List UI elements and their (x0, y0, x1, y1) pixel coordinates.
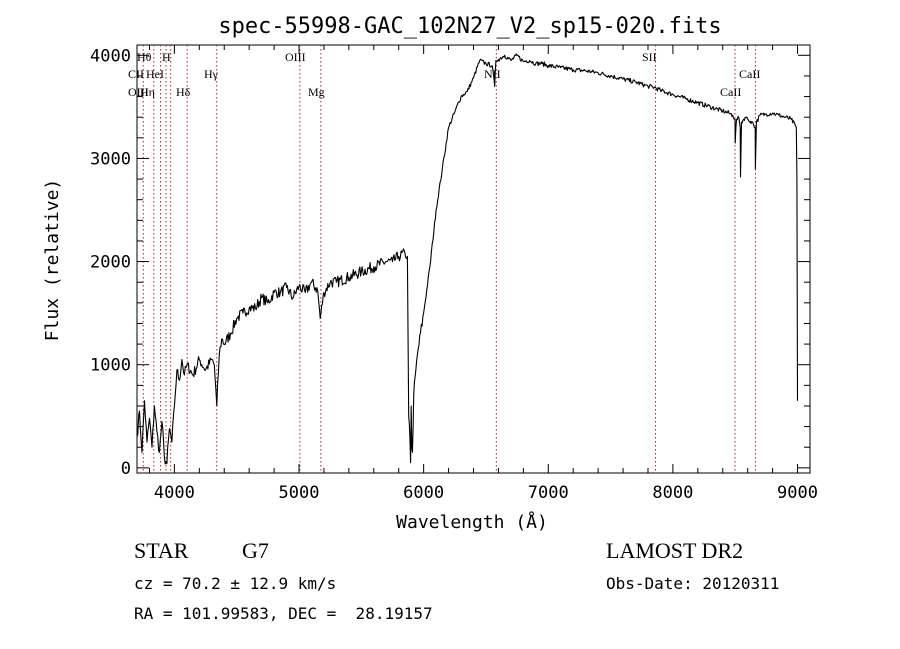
spectral-line-label: CaII (739, 67, 760, 81)
line-markers (142, 45, 756, 473)
spectral-line-label: SII (642, 50, 657, 64)
y-tick-label: 1000 (90, 356, 131, 376)
object-subclass: G7 (242, 538, 269, 563)
spectral-line-label: NII (484, 67, 501, 81)
axes: 4000 5000 6000 7000 8000 9000 0 1000 2000 3000 400… (90, 45, 818, 503)
x-tick-label: 5000 (279, 483, 320, 503)
spectral-line-label: Hη (140, 85, 155, 99)
spectral-line-label: Hγ (204, 67, 219, 81)
spectral-line-label: CII (128, 67, 144, 81)
x-axis-label: Wavelength (Å) (396, 511, 548, 533)
spectral-line-label: Mg (308, 85, 325, 99)
y-tick-label: 3000 (90, 149, 131, 169)
observation-date: Obs-Date: 20120311 (606, 574, 779, 593)
object-class: STAR (134, 538, 189, 563)
spectral-line-label: HeI (146, 67, 164, 81)
spectral-line-label: Hθ (137, 50, 152, 64)
y-tick-label: 0 (121, 459, 131, 479)
spectral-line-label: Hδ (176, 85, 191, 99)
x-tick-label: 6000 (403, 483, 444, 503)
chart-title: spec-55998-GAC_102N27_V2_sp15-020.fits (218, 14, 721, 39)
y-tick-label: 2000 (90, 253, 131, 273)
x-tick-label: 4000 (154, 483, 195, 503)
x-tick-label: 7000 (528, 483, 569, 503)
spectral-line-label: OIII (128, 85, 149, 99)
spectral-line-label: OIII (285, 50, 306, 64)
spectral-line-label: H (162, 50, 171, 64)
redshift-readout: cz = 70.2 ± 12.9 km/s (134, 574, 336, 593)
spectrum-line (136, 53, 799, 465)
plot-frame (136, 44, 811, 474)
coordinates-readout: RA = 101.99583, DEC = 28.19157 (134, 604, 433, 623)
y-tick-label: 4000 (90, 46, 131, 66)
spectral-line-label: CaII (720, 85, 741, 99)
x-tick-label: 8000 (652, 483, 693, 503)
x-tick-label: 9000 (777, 483, 818, 503)
survey-name: LAMOST DR2 (606, 538, 743, 563)
y-axis-label: Flux (relative) (42, 179, 63, 342)
